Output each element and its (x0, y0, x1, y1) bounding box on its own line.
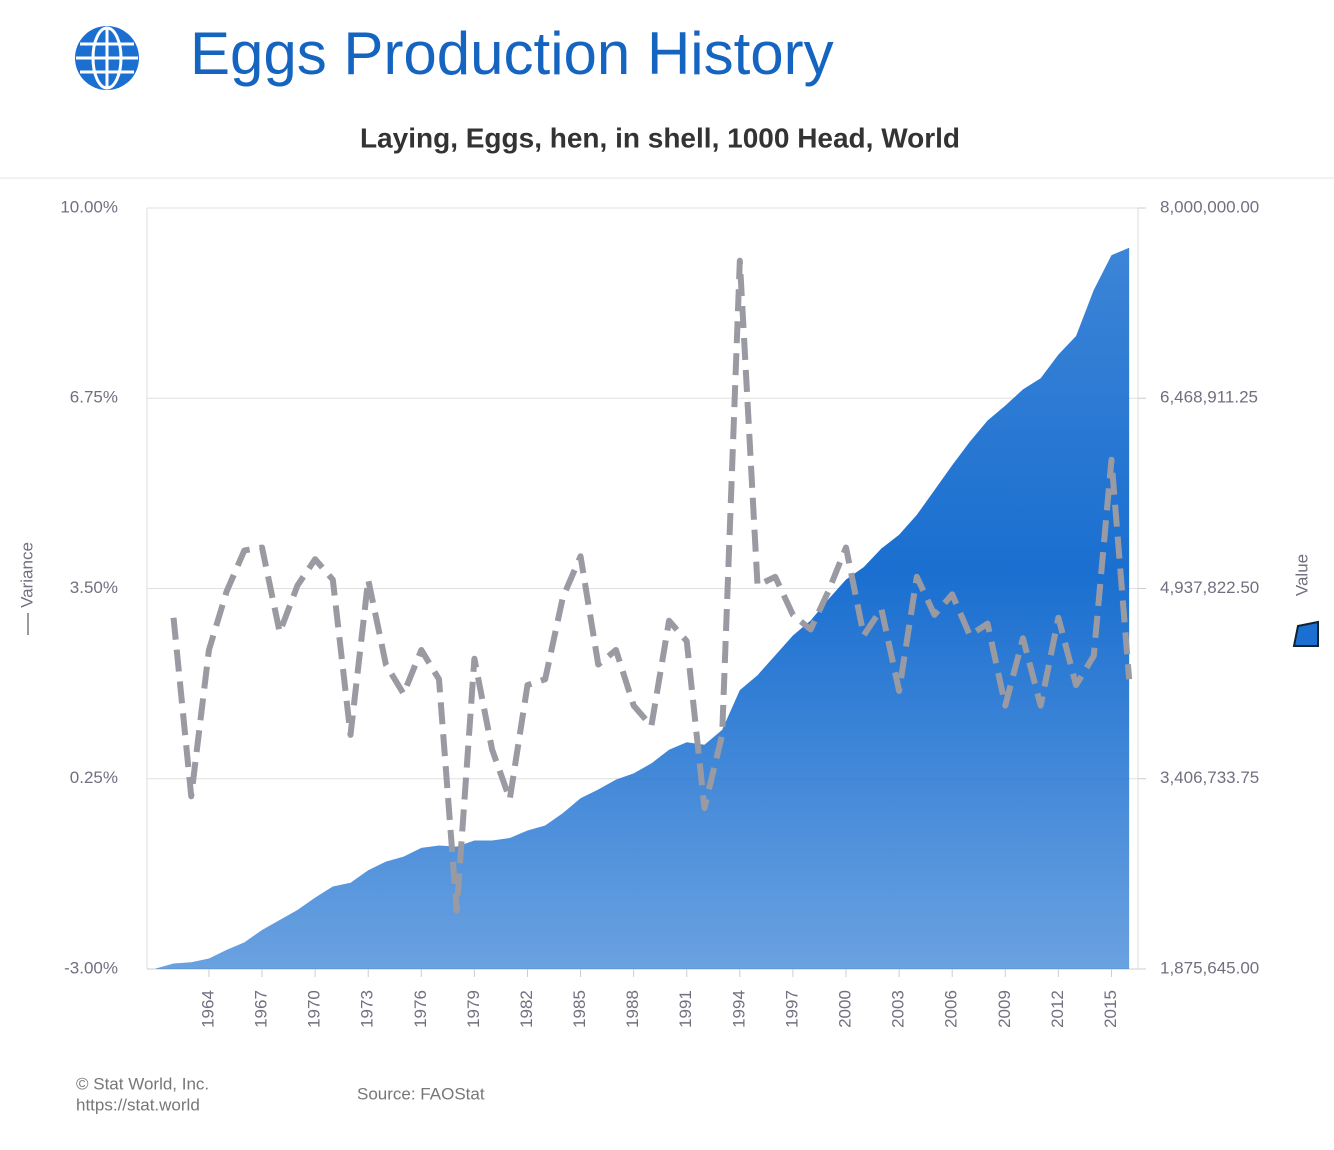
line (170, 257, 1133, 914)
x-tick-label: 1979 (464, 990, 483, 1028)
x-tick-label: 1976 (411, 990, 430, 1028)
page-title: Eggs Production History (190, 20, 834, 87)
x-tick-label: 2015 (1101, 990, 1120, 1028)
x-tick-label: 1988 (623, 990, 642, 1028)
y2-tick-label: 4,937,822.50 (1160, 578, 1259, 597)
y2-tick-label: 8,000,000.00 (1160, 197, 1259, 216)
x-tick-label: 2009 (995, 990, 1014, 1028)
x-tick-label: 1970 (305, 990, 324, 1028)
globe-icon (75, 26, 139, 90)
copyright: © Stat World, Inc. (76, 1074, 209, 1093)
x-tick-label: 1964 (198, 990, 217, 1028)
chart-subtitle: Laying, Eggs, hen, in shell, 1000 Head, … (360, 122, 960, 153)
y-tick-label: 10.00% (60, 197, 118, 216)
legend-symbol (1292, 620, 1319, 647)
axis-title: Value (1292, 554, 1311, 596)
source: Source: FAOStat (357, 1084, 485, 1103)
axis-title: Variance (17, 542, 36, 608)
y-tick-label: 3.50% (70, 578, 118, 597)
x-tick-label: 1991 (676, 990, 695, 1028)
x-tick-label: 1997 (782, 990, 801, 1028)
y-tick-label: 0.25% (70, 768, 118, 787)
x-tick-label: 2000 (835, 990, 854, 1028)
y-tick-label: 6.75% (70, 388, 118, 407)
y2-tick-label: 1,875,645.00 (1160, 958, 1259, 977)
x-tick-label: 1967 (252, 990, 271, 1028)
y2-tick-label: 6,468,911.25 (1160, 388, 1258, 407)
x-tick-label: 2012 (1048, 990, 1067, 1028)
x-tick-label: 1973 (358, 990, 377, 1028)
x-tick-label: 2006 (942, 990, 961, 1028)
y2-tick-label: 3,406,733.75 (1160, 768, 1259, 787)
y-tick-label: -3.00% (64, 958, 118, 977)
x-tick-label: 2003 (889, 990, 908, 1028)
x-tick-label: 1985 (570, 990, 589, 1028)
area (155, 247, 1130, 969)
x-tick-label: 1982 (517, 990, 536, 1028)
url: https://stat.world (76, 1095, 200, 1114)
x-tick-label: 1994 (729, 990, 748, 1028)
